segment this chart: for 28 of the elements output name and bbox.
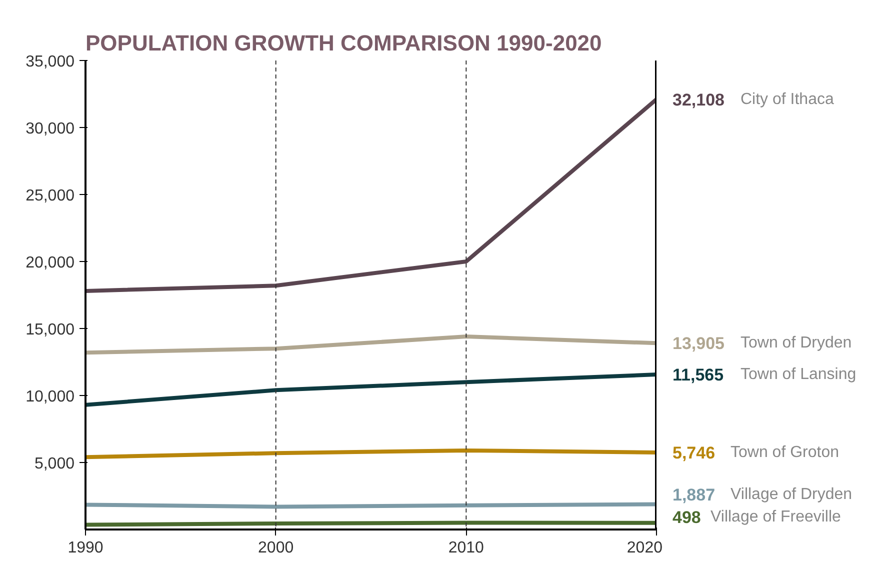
y-tick-label: 5,000 — [34, 456, 75, 472]
line-series — [86, 334, 656, 355]
y-tick-label: 35,000 — [26, 54, 75, 70]
x-tick-label: 2020 — [626, 540, 663, 556]
y-tick-label: 10,000 — [26, 388, 75, 406]
x-tick-label: 2010 — [448, 540, 484, 556]
text: Village of Freeville — [710, 508, 842, 526]
text: City of Ithaca — [740, 90, 834, 108]
data-label: 1,887 — [672, 486, 716, 505]
y-tick-label: 20,000 — [26, 254, 75, 272]
line-series — [86, 372, 656, 407]
text: Village of Dryden — [730, 486, 852, 504]
x-tick-label: 2000 — [258, 540, 294, 556]
text: Town of Dryden — [740, 334, 852, 352]
chart-title: POPULATION GROWTH COMPARISON 1990-2020 — [86, 30, 602, 56]
data-label: 13,905 — [672, 334, 724, 354]
line-series — [86, 97, 656, 293]
text: Town of Groton — [730, 444, 839, 462]
data-label: 32,108 — [672, 90, 724, 110]
data-label: 5,746 — [672, 444, 716, 463]
data-label: 498 — [672, 508, 701, 527]
y-tick-label: 25,000 — [26, 188, 75, 204]
x-tick-label: 1990 — [68, 540, 104, 556]
text: Town of Lansing — [740, 366, 856, 384]
y-tick-label: 15,000 — [26, 322, 75, 338]
data-label: 11,565 — [672, 366, 724, 385]
y-tick-label: 30,000 — [26, 120, 75, 138]
line-series — [86, 448, 656, 460]
